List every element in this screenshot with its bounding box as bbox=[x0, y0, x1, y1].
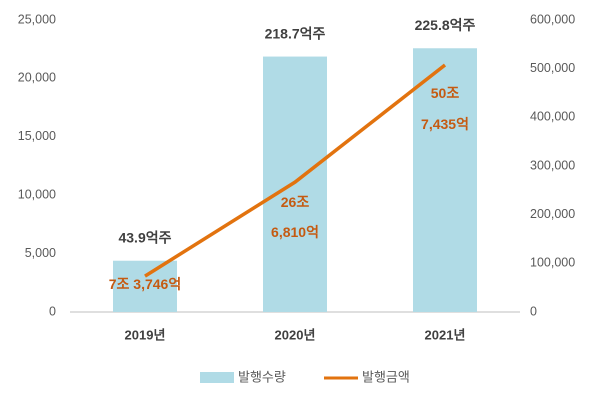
line bbox=[144, 63, 447, 278]
bar bbox=[263, 56, 327, 313]
bar-value-label: 218.7억주 bbox=[265, 25, 326, 41]
y-tick-label: 25,000 bbox=[18, 12, 56, 26]
legend-swatch bbox=[200, 372, 234, 383]
line-value-label: 50조 bbox=[431, 85, 460, 101]
x-tick-label: 2021년 bbox=[425, 327, 466, 342]
y-tick-label: 500,000 bbox=[530, 61, 575, 75]
line-value-label: 7,435억 bbox=[421, 116, 469, 132]
legend-label: 발행금액 bbox=[362, 369, 410, 384]
line-value-label: 6,810억 bbox=[271, 224, 319, 240]
x-tick-label: 2019년 bbox=[125, 327, 166, 342]
bar bbox=[113, 260, 177, 312]
y-tick-label: 10,000 bbox=[18, 187, 56, 201]
bar bbox=[413, 48, 477, 313]
y-tick-label: 15,000 bbox=[18, 129, 56, 143]
bar-value-label: 43.9억주 bbox=[118, 229, 171, 245]
line-value-label: 7조 3,746억 bbox=[109, 276, 181, 292]
y-tick-label: 0 bbox=[530, 304, 537, 318]
y-tick-label: 0 bbox=[49, 304, 56, 318]
y-tick-label: 5,000 bbox=[25, 246, 56, 260]
legend-label: 발행수량 bbox=[238, 369, 286, 384]
line-value-label: 26조 bbox=[281, 194, 310, 210]
y-tick-label: 20,000 bbox=[18, 71, 56, 85]
x-tick-label: 2020년 bbox=[275, 327, 316, 342]
y-tick-label: 100,000 bbox=[530, 256, 575, 270]
bar-value-label: 225.8억주 bbox=[415, 17, 476, 33]
y-tick-label: 400,000 bbox=[530, 110, 575, 124]
y-tick-label: 200,000 bbox=[530, 207, 575, 221]
y-tick-label: 600,000 bbox=[530, 12, 575, 26]
y-tick-label: 300,000 bbox=[530, 158, 575, 172]
